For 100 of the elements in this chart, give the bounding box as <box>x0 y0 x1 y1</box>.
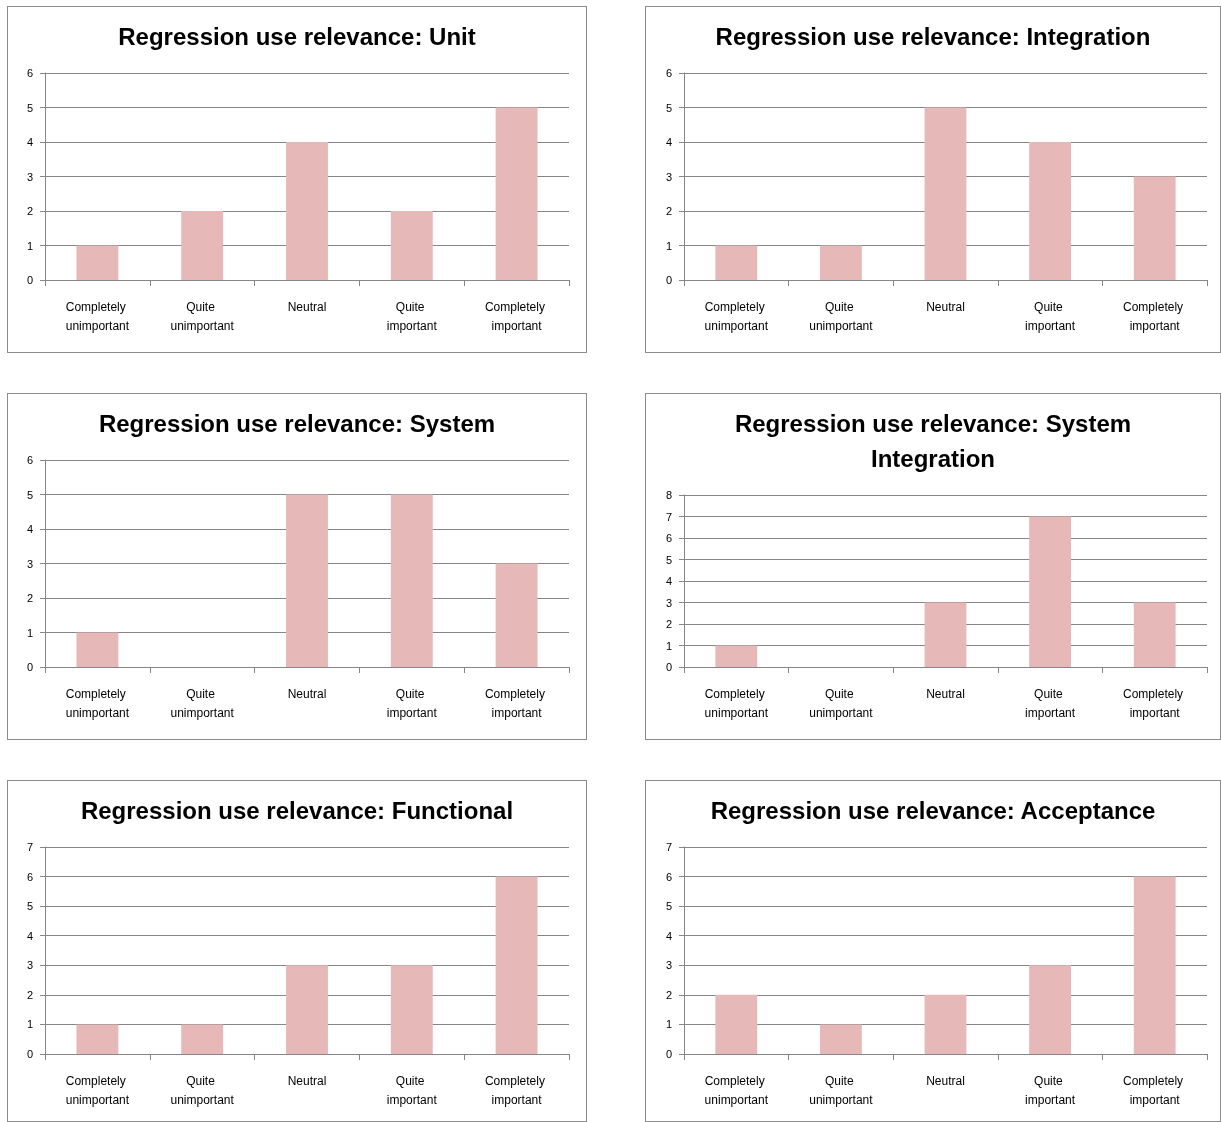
y-tick-label: 4 <box>665 136 672 148</box>
x-tick-label: Quite unimportant <box>809 1073 874 1107</box>
y-tick-label: 1 <box>26 239 33 252</box>
y-tick-label: 4 <box>26 523 33 535</box>
y-tick-label: 5 <box>665 553 672 566</box>
y-tick-label: 1 <box>26 626 33 639</box>
x-tick-label: Quite important <box>1025 1073 1076 1107</box>
y-tick-label: 4 <box>26 929 33 942</box>
bar <box>286 965 328 1054</box>
y-tick-label: 2 <box>665 988 672 1001</box>
x-tick-label: Neutral <box>926 299 965 314</box>
y-tick-label: 1 <box>665 239 672 252</box>
y-tick-label: 8 <box>665 489 672 501</box>
bar <box>1029 142 1072 280</box>
y-tick-label: 6 <box>26 67 33 79</box>
bar <box>181 211 224 280</box>
x-tick-label: Quite unimportant <box>809 299 874 333</box>
x-tick-label: Quite unimportant <box>170 686 235 720</box>
bar <box>1133 602 1176 667</box>
y-tick-label: 1 <box>665 1018 672 1031</box>
y-tick-label: 6 <box>26 870 33 883</box>
x-tick-label: Completely important <box>1123 299 1187 333</box>
y-tick-label: 6 <box>665 532 672 544</box>
y-tick-label: 4 <box>26 136 33 148</box>
y-tick-label: 7 <box>665 841 672 853</box>
x-tick-label: Completely unimportant <box>704 299 769 333</box>
y-tick-label: 4 <box>665 929 672 942</box>
bar <box>495 563 538 667</box>
bar <box>495 107 538 280</box>
y-tick-label: 1 <box>26 1018 33 1031</box>
bar <box>76 632 119 667</box>
y-tick-label: 5 <box>665 101 672 114</box>
y-tick-label: 4 <box>665 575 672 587</box>
x-tick-label: Completely unimportant <box>704 686 769 720</box>
y-tick-label: 2 <box>665 618 672 630</box>
chart-title: Regression use relevance: Integration <box>715 23 1151 50</box>
x-tick-label: Quite important <box>1025 686 1076 720</box>
y-tick-label: 3 <box>665 596 672 609</box>
x-tick-label: Neutral <box>926 1073 965 1088</box>
bar <box>286 142 328 280</box>
y-tick-label: 6 <box>665 67 672 79</box>
y-tick-label: 6 <box>665 870 672 883</box>
bar <box>715 645 758 667</box>
y-tick-label: 7 <box>665 510 672 523</box>
x-tick-label: Completely important <box>484 686 549 720</box>
x-tick-label: Completely important <box>484 1073 549 1107</box>
x-tick-label: Completely unimportant <box>65 299 130 333</box>
x-tick-label: Quite unimportant <box>809 686 874 720</box>
bar <box>76 245 119 280</box>
y-tick-label: 3 <box>26 557 33 570</box>
bar <box>715 994 758 1054</box>
y-tick-label: 2 <box>26 592 33 604</box>
bar <box>1133 176 1176 280</box>
y-tick-label: 3 <box>665 170 672 183</box>
x-tick-label: Completely important <box>1123 686 1187 720</box>
y-tick-label: 0 <box>665 274 672 286</box>
bar <box>924 602 967 667</box>
y-tick-label: 3 <box>26 170 33 183</box>
y-tick-label: 3 <box>665 959 672 972</box>
y-tick-label: 5 <box>26 488 33 501</box>
x-tick-label: Quite important <box>386 1073 438 1107</box>
bar <box>715 245 758 280</box>
chart-title: Regression use relevance: Acceptance <box>710 797 1156 824</box>
x-tick-label: Neutral <box>287 686 327 701</box>
x-tick-label: Neutral <box>287 1073 327 1088</box>
y-tick-label: 5 <box>26 900 33 913</box>
y-tick-label: 1 <box>665 639 672 652</box>
bar <box>181 1024 224 1054</box>
x-tick-label: Quite important <box>386 299 438 333</box>
y-tick-label: 0 <box>26 1048 33 1060</box>
bar <box>1029 516 1072 667</box>
x-tick-label: Completely unimportant <box>704 1073 769 1107</box>
y-tick-label: 5 <box>665 900 672 913</box>
x-tick-label: Quite important <box>1025 299 1076 333</box>
x-tick-label: Neutral <box>926 686 965 701</box>
y-tick-label: 0 <box>26 661 33 673</box>
bar <box>819 245 862 280</box>
x-tick-label: Neutral <box>287 299 327 314</box>
x-tick-label: Completely important <box>484 299 549 333</box>
y-tick-label: 5 <box>26 101 33 114</box>
bar <box>819 1024 862 1054</box>
chart-title: Regression use relevance: Functional <box>80 797 514 824</box>
y-tick-label: 7 <box>26 841 33 853</box>
y-tick-label: 0 <box>665 661 672 673</box>
bar <box>1133 876 1176 1054</box>
x-tick-label: Quite important <box>386 686 438 720</box>
chart-title: Regression use relevance: System Integration <box>734 410 1132 472</box>
bar <box>924 994 967 1054</box>
y-tick-label: 6 <box>26 454 33 466</box>
x-tick-label: Quite unimportant <box>170 1073 235 1107</box>
bar <box>76 1024 119 1054</box>
chart-title: Regression use relevance: Unit <box>118 23 476 50</box>
y-tick-label: 2 <box>26 988 33 1001</box>
bar <box>390 211 433 280</box>
x-tick-label: Completely unimportant <box>65 686 130 720</box>
bar <box>390 494 433 667</box>
y-tick-label: 2 <box>665 205 672 217</box>
x-tick-label: Completely unimportant <box>65 1073 130 1107</box>
y-tick-label: 2 <box>26 205 33 217</box>
bar <box>924 107 967 280</box>
